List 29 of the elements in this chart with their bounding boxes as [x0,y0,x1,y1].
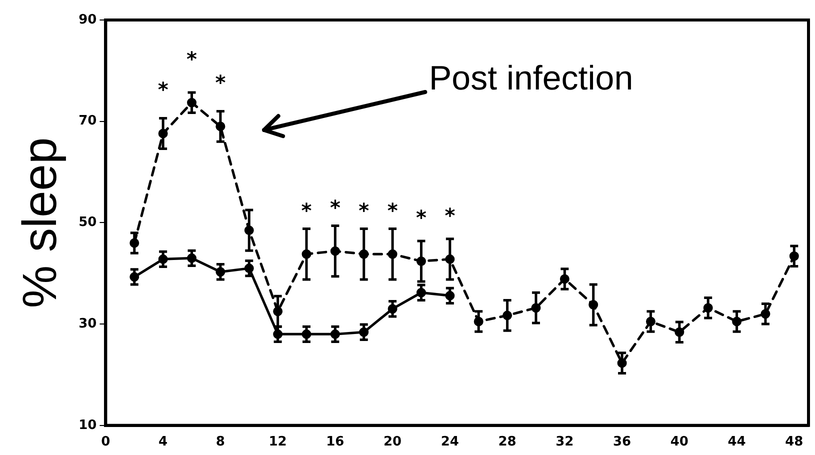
y-tick-label: 90 [78,12,97,28]
annotation: Post infection [428,59,634,98]
annotation: * [358,198,370,222]
y-tick-label: 70 [78,114,97,129]
annotation: * [215,70,226,95]
x-tick-label: 16 [326,434,344,450]
x-tick-label: 40 [670,434,688,450]
annotation: * [186,46,198,71]
x-tick-label: 44 [728,434,746,450]
y-tick-label: 30 [78,316,97,332]
y-tick-label: 10 [78,418,97,433]
x-tick-label: 48 [785,434,804,450]
annotation: * [387,198,398,222]
x-tick-label: 12 [268,434,287,450]
annotation: * [416,205,428,230]
annotation: * [158,78,169,102]
x-tick-label: 28 [498,434,516,450]
y-tick-label: 50 [78,215,97,230]
x-tick-label: 24 [440,434,459,450]
x-tick-label: 0 [101,434,110,450]
annotation: * [330,195,341,220]
x-tick-label: 32 [556,434,574,450]
x-tick-label: 36 [612,434,632,450]
x-tick-label: 20 [384,434,402,450]
y-axis-title: % sleep [14,137,68,308]
x-tick-label: 4 [158,434,168,450]
x-tick-label: 8 [216,434,225,450]
annotation: * [444,203,456,228]
annotation: * [301,198,312,222]
